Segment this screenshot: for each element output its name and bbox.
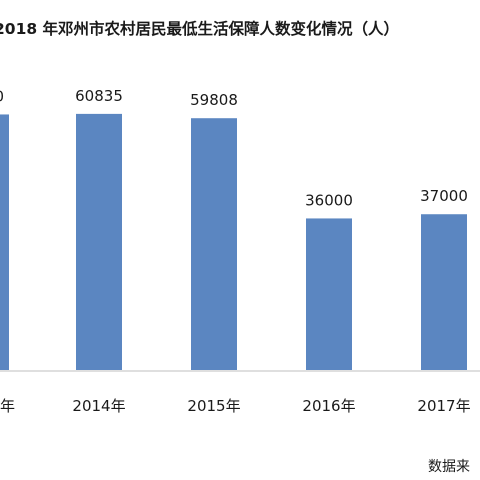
x-axis-ticks: 年 2014年 2015年 2016年 2017年	[0, 397, 471, 415]
x-tick-label: 2015年	[187, 397, 240, 415]
bars	[0, 113, 467, 371]
bar	[306, 218, 352, 370]
bar	[0, 114, 9, 370]
source-text: 数据来	[428, 459, 470, 475]
data-label: 37000	[420, 187, 468, 205]
x-tick-label: 2017年	[417, 397, 470, 415]
bar	[76, 113, 122, 371]
x-tick-label: 2014年	[72, 397, 125, 415]
bar	[421, 214, 467, 370]
value-labels: 0 60835 59808 36000 37000	[0, 87, 468, 210]
data-label: 60835	[75, 87, 123, 105]
data-label: 36000	[305, 191, 353, 209]
bar	[191, 118, 237, 371]
chart-title: 2018 年邓州市农村居民最低生活保障人数变化情况（人）	[0, 19, 399, 38]
data-label: 59808	[190, 91, 238, 109]
data-label: 0	[0, 87, 4, 105]
x-tick-label: 年	[0, 397, 15, 415]
x-tick-label: 2016年	[302, 397, 355, 415]
